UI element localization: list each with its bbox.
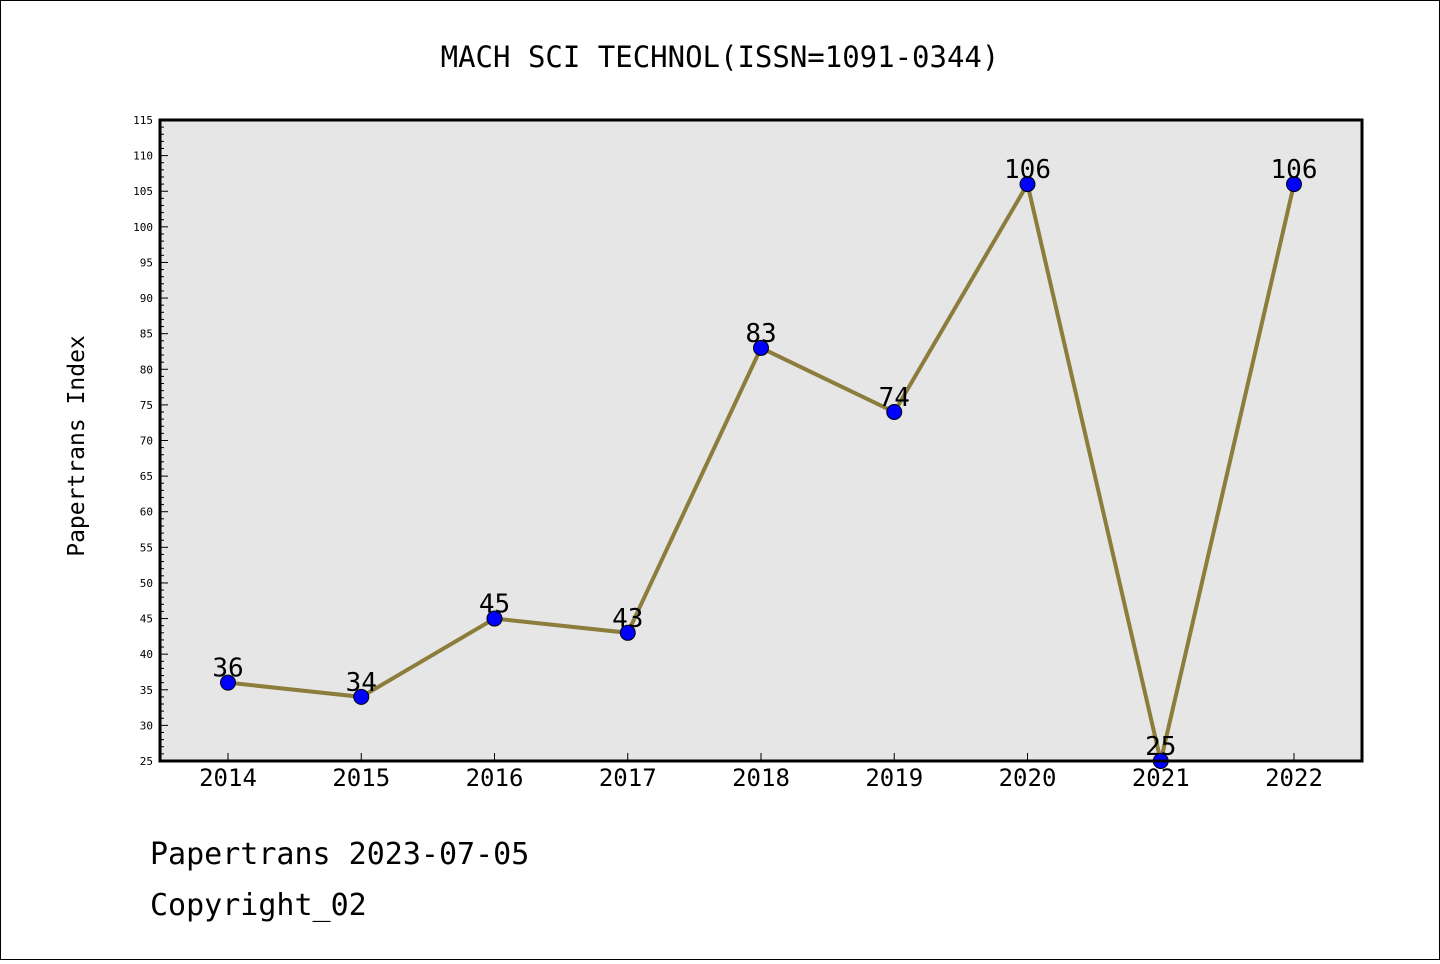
y-tick-label: 90 — [140, 292, 153, 305]
y-tick-label: 105 — [133, 185, 153, 198]
data-label: 106 — [1004, 155, 1051, 185]
y-tick-label: 75 — [140, 399, 153, 412]
y-tick-label: 50 — [140, 577, 153, 590]
y-tick-label: 80 — [140, 363, 153, 376]
data-point — [486, 610, 503, 627]
data-point — [886, 404, 903, 421]
x-tick-label: 2017 — [599, 764, 657, 792]
plot-border — [158, 118, 1364, 763]
data-label: 83 — [745, 319, 776, 349]
y-tick-label: 95 — [140, 256, 153, 269]
y-tick-label: 25 — [140, 755, 153, 768]
data-point — [619, 624, 636, 641]
y-tick-label: 70 — [140, 435, 153, 448]
data-label: 34 — [346, 668, 377, 698]
y-tick-label: 45 — [140, 613, 153, 626]
y-tick-label: 85 — [140, 328, 153, 341]
plot-area — [160, 120, 1362, 761]
y-axis-ticks: 25 30 35 40 45 50 55 60 65 70 75 80 85 90 95 100 105 110 1… — [133, 114, 168, 768]
data-point — [1019, 176, 1036, 193]
data-label: 74 — [879, 383, 910, 413]
series-group: 36 34 45 43 83 74 106 25 106 — [212, 155, 1318, 769]
data-label: 45 — [479, 590, 510, 620]
data-point — [753, 339, 769, 356]
x-tick-label: 2020 — [999, 764, 1057, 792]
data-label: 25 — [1145, 732, 1176, 762]
y-tick-label: 110 — [133, 150, 153, 163]
data-label: 43 — [612, 604, 643, 634]
data-label: 106 — [1271, 155, 1318, 185]
x-tick-label: 2015 — [332, 764, 390, 792]
x-tick-label: 2016 — [466, 764, 524, 792]
data-point — [220, 674, 236, 691]
chart-title: MACH SCI TECHNOL(ISSN=1091-0344) — [441, 40, 1000, 74]
data-label: 36 — [212, 654, 243, 684]
footer-copyright: Copyright_02 — [150, 888, 367, 923]
x-tick-label: 2018 — [732, 764, 790, 792]
y-tick-label: 30 — [140, 719, 153, 732]
y-tick-label: 35 — [140, 684, 153, 697]
x-tick-label: 2014 — [199, 764, 257, 792]
data-point — [1286, 176, 1302, 193]
x-tick-label: 2022 — [1265, 764, 1323, 792]
x-tick-label: 2019 — [865, 764, 923, 792]
y-tick-label: 115 — [133, 114, 153, 127]
y-tick-label: 55 — [140, 541, 153, 554]
footer-date: Papertrans 2023-07-05 — [150, 837, 529, 872]
y-axis-label: Papertrans Index — [64, 335, 90, 557]
y-tick-label: 100 — [133, 221, 153, 234]
y-tick-label: 65 — [140, 470, 153, 483]
data-point — [353, 688, 370, 705]
y-tick-label: 40 — [140, 648, 153, 661]
y-tick-label: 60 — [140, 506, 153, 519]
